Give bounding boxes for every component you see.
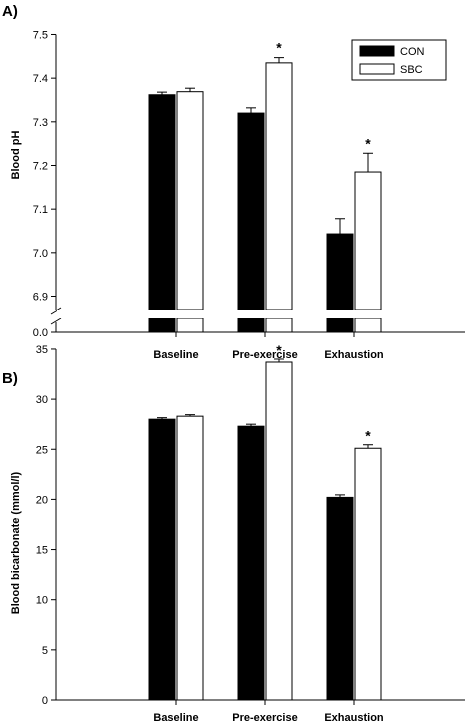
panel-b-category-label-baseline: Baseline xyxy=(153,712,198,724)
panel-b-y-axis-label: Blood bicarbonate (mmol/l) xyxy=(10,471,22,614)
panel-a-significance-star-pre-exercise: * xyxy=(276,40,282,56)
panel-a-bar-con-exhaustion-lower xyxy=(326,317,354,333)
panel-a-bar-sbc-baseline-lower xyxy=(176,317,204,333)
panel-b-y-tick-label: 20 xyxy=(36,494,48,506)
panel-a-y-tick-label: 7.0 xyxy=(33,248,48,260)
panel-a-y-tick-label: 7.3 xyxy=(33,117,48,129)
panel-a-bars: ** xyxy=(57,40,466,333)
panel-a-y-tick-label: 7.2 xyxy=(33,160,48,172)
panel-a-significance-star-exhaustion: * xyxy=(365,135,371,151)
panel-a-bar-sbc-exhaustion xyxy=(354,171,382,311)
panel-a-y-tick-label: 7.5 xyxy=(33,29,48,41)
panel-b-significance-star-exhaustion: * xyxy=(365,428,371,444)
panel-a-y-tick-label: 6.9 xyxy=(33,292,48,304)
panel-a-bar-con-baseline xyxy=(148,94,176,311)
panel-a-category-label-exhaustion: Exhaustion xyxy=(324,349,384,361)
panel-a-y-tick-label: 7.4 xyxy=(33,73,48,85)
panel-b-bar-sbc-pre-exercise xyxy=(265,361,293,701)
panel-b-blood-bicarbonate-chart: B) Blood bicarbonate (mmol/l) 0 5 10 15 20 25… xyxy=(2,342,465,724)
panel-b-y-tick-label: 25 xyxy=(36,444,48,456)
panel-a-bar-sbc-pre-exercise-lower xyxy=(265,317,293,333)
panel-a-label: A) xyxy=(2,3,18,20)
legend-label-sbc: SBC xyxy=(400,64,423,76)
panel-a-blood-ph-chart: A) Blood pH 6.9 7.0 7.1 7.2 7.3 7.4 7.5 0.0 Base… xyxy=(2,3,466,361)
panel-b-label: B) xyxy=(2,370,18,387)
legend-label-con: CON xyxy=(400,46,425,58)
panel-a-legend: CON SBC xyxy=(351,39,447,81)
panel-a-bar-sbc-pre-exercise xyxy=(265,62,293,311)
panel-b-significance-star-pre-exercise: * xyxy=(276,342,282,358)
panel-b-category-label-pre-exercise: Pre-exercise xyxy=(232,712,297,724)
panel-b-y-tick-label: 35 xyxy=(36,344,48,356)
panel-a-bar-con-pre-exercise-lower xyxy=(237,317,265,333)
panel-a-y-tick-label: 7.1 xyxy=(33,204,48,216)
panel-a-axis-break-mark xyxy=(50,307,62,315)
legend-swatch-sbc xyxy=(359,63,395,75)
panel-a-axis-break-mark xyxy=(50,317,62,325)
panel-b-y-tick-label: 10 xyxy=(36,595,48,607)
panel-a-bar-con-pre-exercise xyxy=(237,112,265,311)
panel-b-bar-con-pre-exercise xyxy=(237,425,265,701)
panel-b-y-tick-label: 15 xyxy=(36,545,48,557)
panel-a-bar-con-exhaustion xyxy=(326,233,354,311)
panel-a-category-label-baseline: Baseline xyxy=(153,349,198,361)
panel-b-bars: ** xyxy=(148,342,382,701)
panel-b-y-tick-label: 0 xyxy=(42,695,48,707)
panel-b-bar-sbc-baseline xyxy=(176,415,204,701)
panel-a-y-break-label: 0.0 xyxy=(33,327,48,339)
panel-a-bar-sbc-baseline xyxy=(176,91,204,311)
panel-a-break-gap xyxy=(57,310,466,318)
panel-a-category-label-pre-exercise: Pre-exercise xyxy=(232,349,297,361)
legend-swatch-con xyxy=(359,45,395,57)
panel-a-y-axis-label: Blood pH xyxy=(10,131,22,180)
panel-a-bar-sbc-exhaustion-lower xyxy=(354,317,382,333)
panel-b-y-tick-label: 30 xyxy=(36,394,48,406)
panel-a-bar-con-baseline-lower xyxy=(148,317,176,333)
panel-b-bar-con-exhaustion xyxy=(326,496,354,701)
panel-b-bar-con-baseline xyxy=(148,418,176,701)
panel-b-category-label-exhaustion: Exhaustion xyxy=(324,712,384,724)
panel-b-bar-sbc-exhaustion xyxy=(354,447,382,701)
panel-b-y-tick-label: 5 xyxy=(42,645,48,657)
